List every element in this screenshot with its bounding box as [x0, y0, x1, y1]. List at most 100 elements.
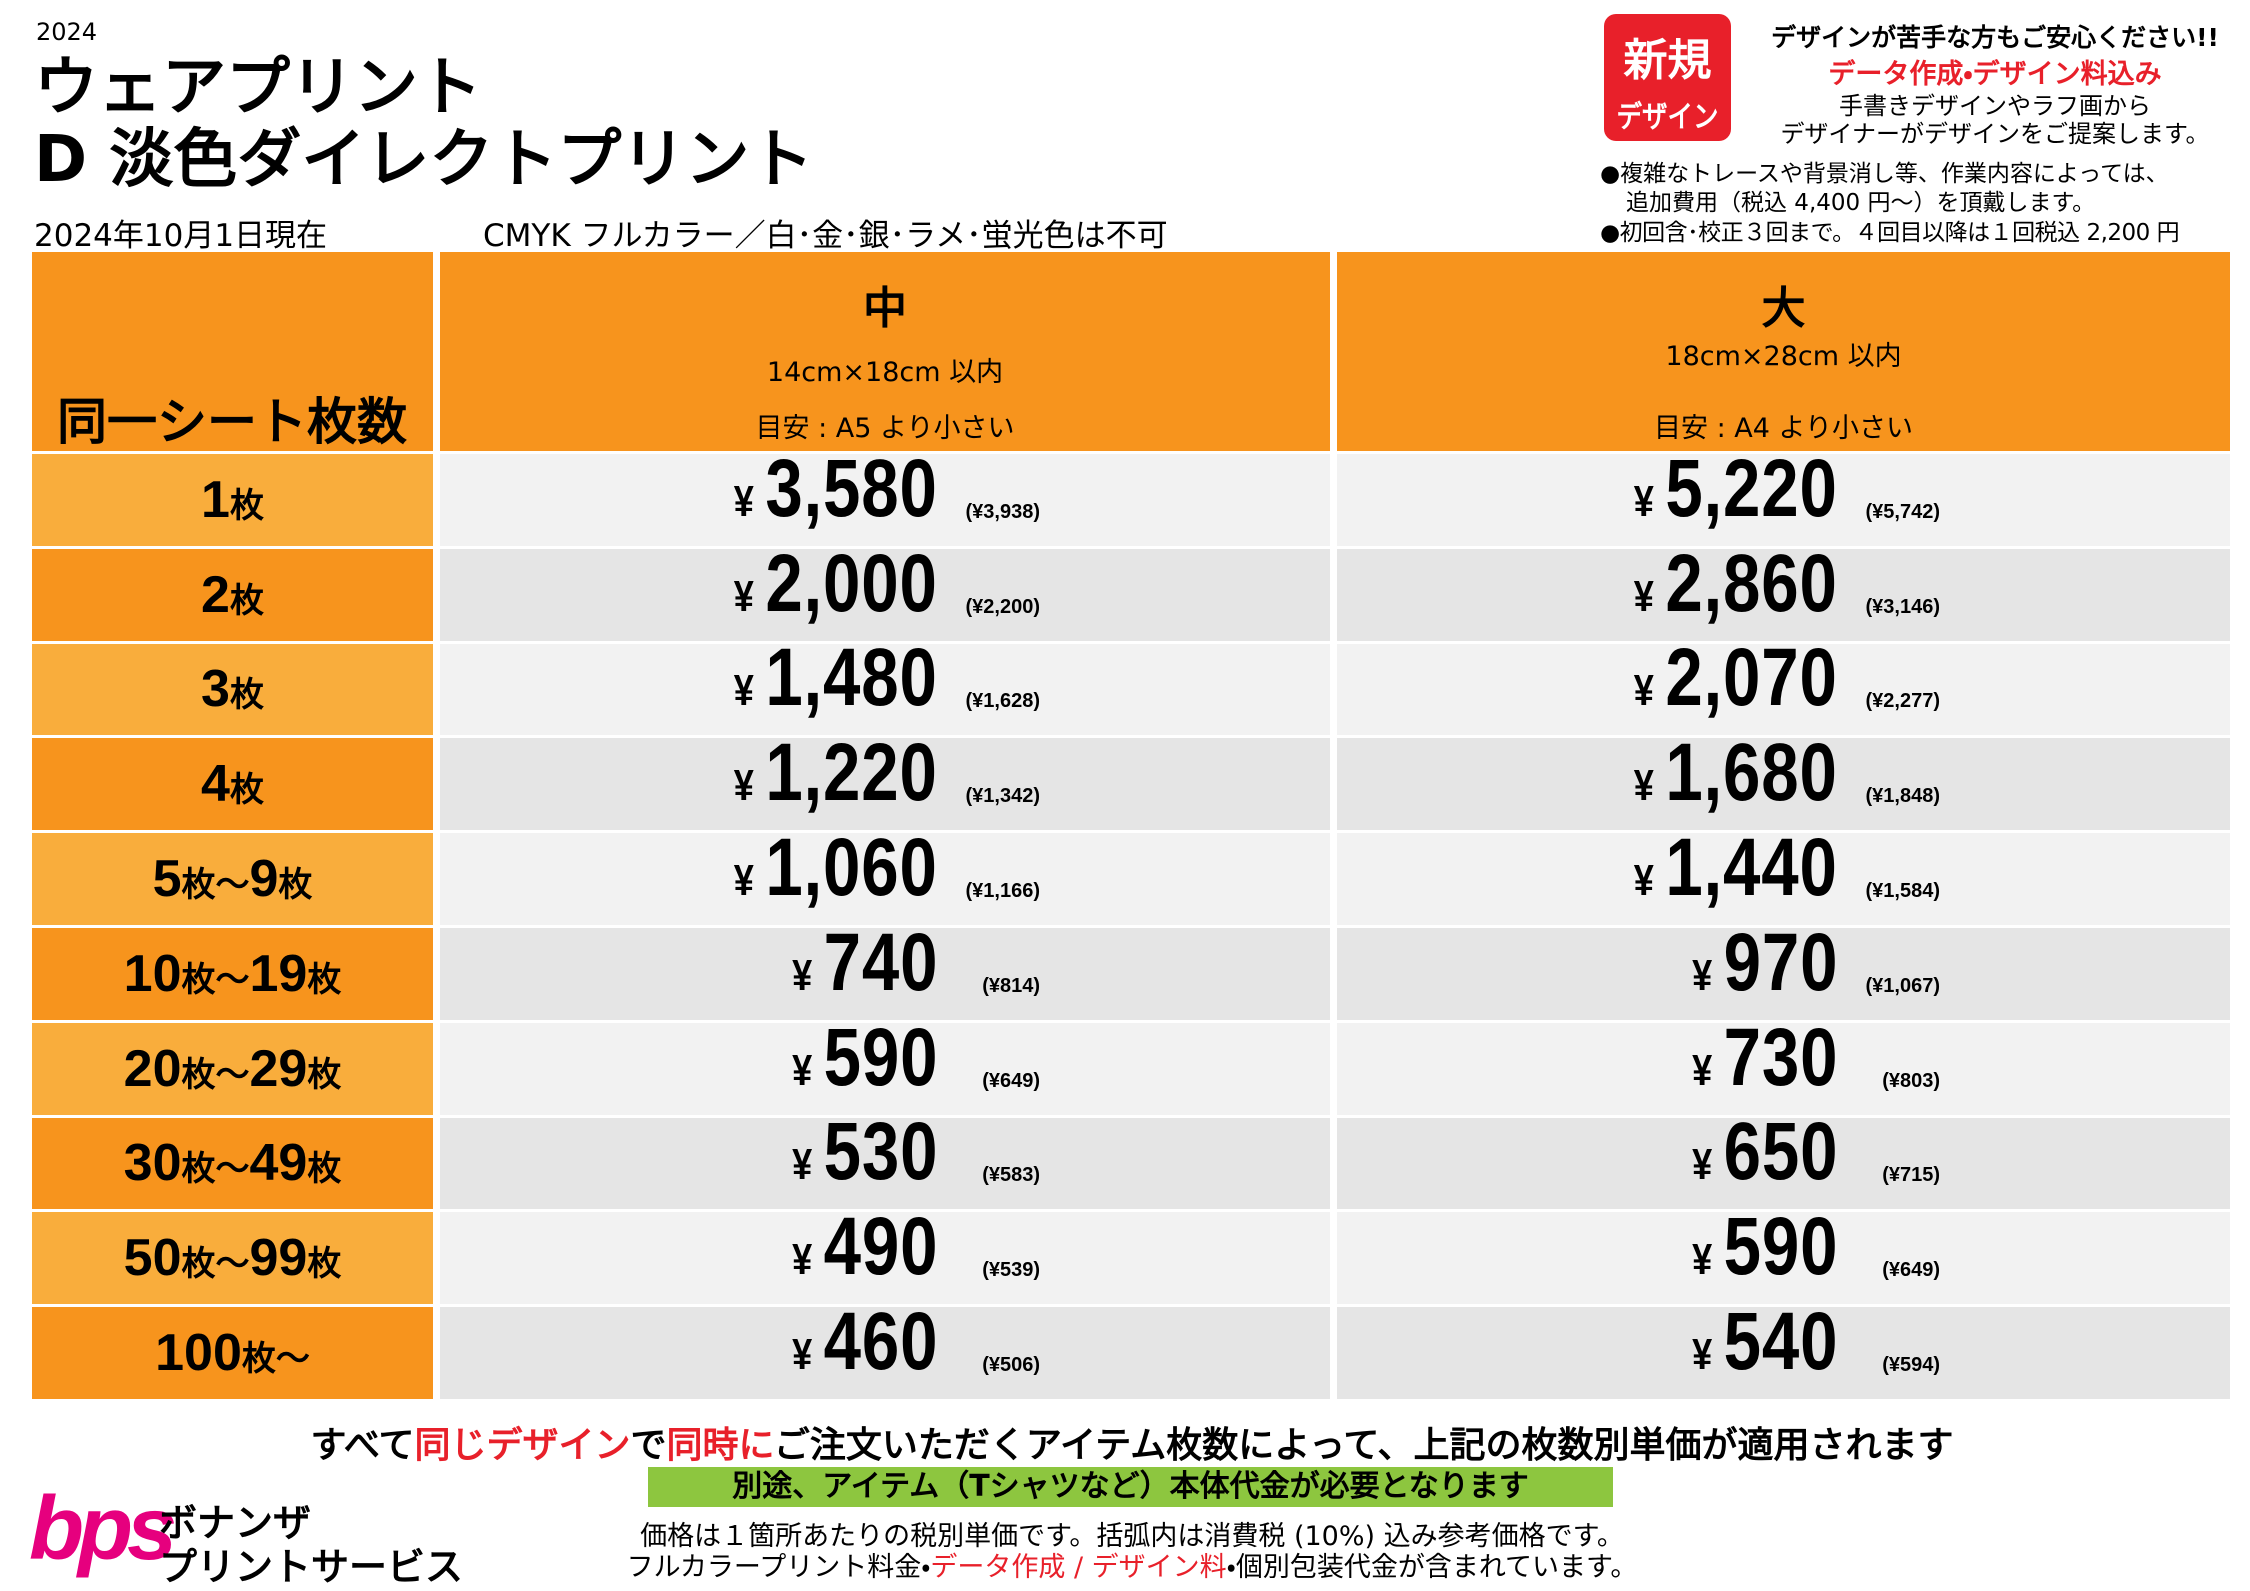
row-label: 4枚 [201, 755, 264, 814]
year: 2024 [36, 18, 98, 46]
price-cell: ¥590 (¥649) [1337, 1201, 2230, 1305]
price-group: ¥740 [792, 916, 938, 1010]
row-label-cell: 100枚～ [32, 1307, 433, 1399]
row-label: 30枚～49枚 [123, 1134, 342, 1193]
footer-sentence: すべて同じデザインで同時にご注文いただくアイテム枚数によって、上記の枚数別単価が… [310, 1416, 1953, 1468]
price-group: ¥1,060 [734, 821, 938, 915]
price-group: ¥1,480 [734, 631, 938, 725]
tax-included-price: (¥1,166) [965, 879, 1041, 902]
row-label: 1枚 [201, 470, 264, 529]
text-segment: 同時に [666, 1425, 774, 1466]
footer-note: 価格は１箇所あたりの税別単価です。括弧内は消費税 (10%) 込み参考価格です。 [640, 1521, 1624, 1552]
tax-included-price: (¥583) [982, 1164, 1040, 1187]
design-text: データ作成・デザイン料込み [1828, 59, 2162, 90]
new-design-badge: 新規 デザイン [1604, 14, 1731, 141]
badge-text: デザイン [1616, 100, 1719, 135]
price-cell: ¥530 (¥583) [440, 1106, 1330, 1210]
currency: ¥ [734, 761, 755, 811]
text-segment: すべて [310, 1425, 415, 1466]
currency: ¥ [1634, 571, 1655, 621]
currency: ¥ [1691, 1235, 1712, 1285]
header-cell: 中 14cm×18cm 以内 目安 : A5 より小さい [440, 252, 1330, 451]
price-group: ¥490 [792, 1200, 938, 1294]
row-label-cell: 3枚 [32, 643, 433, 736]
row-label: 20枚～29枚 [123, 1039, 342, 1098]
column-name: 中 [863, 283, 907, 334]
row-label: 50枚～99枚 [123, 1229, 342, 1288]
design-note: ●初回含･校正３回まで。４回目以降は１回税込 2,200 円 [1600, 220, 2180, 246]
tax-included-price: (¥506) [982, 1353, 1040, 1376]
price-cell: ¥1,440 (¥1,584) [1337, 822, 2230, 925]
logo-text: プリントサービス [159, 1545, 464, 1589]
price: 1,480 [765, 632, 938, 724]
column-size: 14cm×18cm 以内 [766, 357, 1004, 388]
column-guide: 目安 : A4 より小さい [1654, 413, 1913, 444]
tax-included-price: (¥3,938) [965, 500, 1041, 523]
price-cell: ¥540 (¥594) [1337, 1296, 2230, 1399]
currency: ¥ [1634, 855, 1655, 905]
price-group: ¥460 [792, 1295, 938, 1389]
notice-text: 別途、アイテム（Tシャツなど）本体代金が必要となります [732, 1469, 1529, 1504]
tax-included-price: (¥2,277) [1865, 690, 1941, 713]
price: 1,440 [1665, 821, 1838, 913]
price: 460 [823, 1295, 938, 1387]
row-label-cell: 30枚～49枚 [32, 1117, 433, 1210]
price-cell: ¥1,480 (¥1,628) [440, 632, 1330, 736]
row-label-cell: 5枚～9枚 [32, 833, 433, 925]
price-cell: ¥1,060 (¥1,166) [440, 822, 1330, 925]
price-group: ¥970 [1692, 916, 1838, 1010]
row-label: 3枚 [201, 660, 264, 719]
price: 1,680 [1665, 727, 1838, 819]
price: 740 [823, 916, 938, 1008]
price-group: ¥1,440 [1634, 821, 1838, 915]
price: 650 [1723, 1106, 1838, 1198]
currency: ¥ [1691, 1140, 1712, 1190]
currency: ¥ [791, 1329, 812, 1379]
tax-included-price: (¥715) [1882, 1164, 1940, 1187]
price-cell: ¥590 (¥649) [440, 1012, 1330, 1115]
row-label-cell: 4枚 [32, 738, 433, 831]
badge-text: 新規 [1623, 35, 1712, 86]
currency: ¥ [791, 1140, 812, 1190]
label-header: 同一シート枚数 [57, 393, 407, 451]
price-cell: ¥3,580 (¥3,938) [440, 443, 1330, 546]
tax-included-price: (¥803) [1882, 1069, 1940, 1092]
row-label: 100枚～ [155, 1324, 310, 1383]
design-note: ●複雑なトレースや背景消し等、作業内容によっては、 [1600, 161, 2169, 187]
price-group: ¥3,580 [734, 442, 938, 536]
price-group: ¥1,220 [734, 726, 938, 820]
note: CMYK フルカラー／白･金･銀･ラメ･蛍光色は不可 [483, 218, 1168, 254]
price-cell: ¥730 (¥803) [1337, 1012, 2230, 1115]
price: 970 [1723, 916, 1838, 1008]
currency: ¥ [791, 950, 812, 1000]
tax-included-price: (¥594) [1882, 1353, 1940, 1376]
currency: ¥ [1691, 1329, 1712, 1379]
tax-included-price: (¥539) [982, 1259, 1040, 1282]
tax-included-price: (¥1,584) [1865, 879, 1941, 902]
price-cell: ¥1,220 (¥1,342) [440, 727, 1330, 831]
logo-mark: bps [29, 1479, 177, 1579]
row-label-cell: 50枚～99枚 [32, 1212, 433, 1305]
price-cell: ¥740 (¥814) [440, 917, 1330, 1020]
price: 3,580 [765, 442, 938, 534]
price-group: ¥2,070 [1634, 631, 1838, 725]
price: 1,060 [765, 821, 938, 913]
tax-included-price: (¥1,848) [1865, 785, 1941, 808]
currency: ¥ [734, 571, 755, 621]
price-cell: ¥2,860 (¥3,146) [1337, 538, 2230, 641]
price-cell: ¥490 (¥539) [440, 1201, 1330, 1305]
column-guide: 目安 : A5 より小さい [755, 413, 1015, 444]
text-segment: ご注文いただくアイテム枚数によって、上記の枚数別単価が適用されます [773, 1425, 1954, 1466]
price-group: ¥730 [1692, 1011, 1838, 1105]
price: 2,860 [1665, 537, 1838, 629]
price-group: ¥5,220 [1634, 442, 1838, 536]
tax-included-price: (¥649) [1882, 1259, 1940, 1282]
price-cell: ¥1,680 (¥1,848) [1337, 727, 2230, 831]
design-text: 手書きデザインやラフ画から [1839, 92, 2151, 120]
price: 5,220 [1665, 442, 1838, 534]
currency: ¥ [1691, 950, 1712, 1000]
price-cell: ¥5,220 (¥5,742) [1337, 443, 2230, 546]
tax-included-price: (¥3,146) [1865, 595, 1941, 618]
